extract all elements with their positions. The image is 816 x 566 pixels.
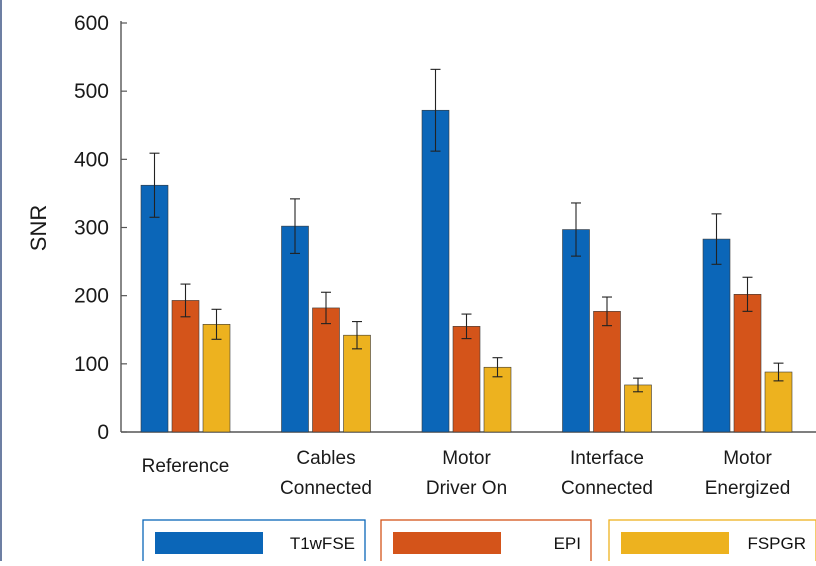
bar-t1wfse-reference: [140, 184, 169, 433]
y-tick-label: 600: [74, 12, 109, 35]
x-tick-label: Energized: [705, 478, 791, 499]
bar-epi-reference: [171, 300, 200, 433]
y-axis-label: SNR: [26, 205, 51, 251]
chart-axes: 0 100 200 300 400 500 600 SNR: [26, 12, 816, 444]
legend-swatch-fspgr: [621, 532, 729, 554]
y-tick-label: 0: [97, 421, 109, 444]
y-tick-label: 400: [74, 148, 109, 171]
bar-t1wfse-motor-energized: [702, 238, 731, 433]
bar-t1wfse-motor-driver-on: [421, 109, 450, 433]
x-tick-label: Motor: [723, 448, 772, 469]
x-tick-labels: Reference Cables Connected Motor Driver On In…: [142, 448, 791, 499]
bar-fspgr-reference: [202, 323, 231, 433]
y-tick-label: 100: [74, 353, 109, 376]
legend-swatch-t1wfse: [155, 532, 263, 554]
bar-t1wfse-interface-connected: [562, 229, 590, 433]
legend-label-epi: EPI: [554, 534, 581, 553]
x-tick-label: Driver On: [426, 478, 507, 499]
bar-fspgr-motor-driver-on: [483, 366, 512, 433]
bar-t1wfse-cables-connected: [281, 225, 309, 433]
bar-fspgr-cables-connected: [343, 334, 371, 433]
legend-label-t1wfse: T1wFSE: [290, 534, 355, 553]
chart-legend: T1wFSE EPI FSPGR: [142, 519, 816, 566]
bar-epi-motor-energized: [733, 294, 762, 433]
bar-epi-interface-connected: [593, 311, 621, 433]
x-tick-label: Cables: [296, 448, 355, 469]
bar-fspgr-interface-connected: [624, 384, 652, 433]
y-tick-label: 500: [74, 80, 109, 103]
y-tick-label: 200: [74, 285, 109, 308]
x-tick-label: Connected: [561, 478, 653, 499]
x-tick-label: Reference: [142, 456, 230, 477]
legend-swatch-epi: [393, 532, 501, 554]
legend-label-fspgr: FSPGR: [747, 534, 806, 553]
y-tick-label: 300: [74, 217, 109, 240]
left-border-line: [0, 0, 2, 561]
chart-bars: [140, 68, 793, 433]
bar-epi-motor-driver-on: [452, 326, 481, 433]
x-tick-label: Interface: [570, 448, 644, 469]
x-tick-label: Connected: [280, 478, 372, 499]
bar-epi-cables-connected: [312, 307, 340, 433]
x-tick-label: Motor: [442, 448, 491, 469]
